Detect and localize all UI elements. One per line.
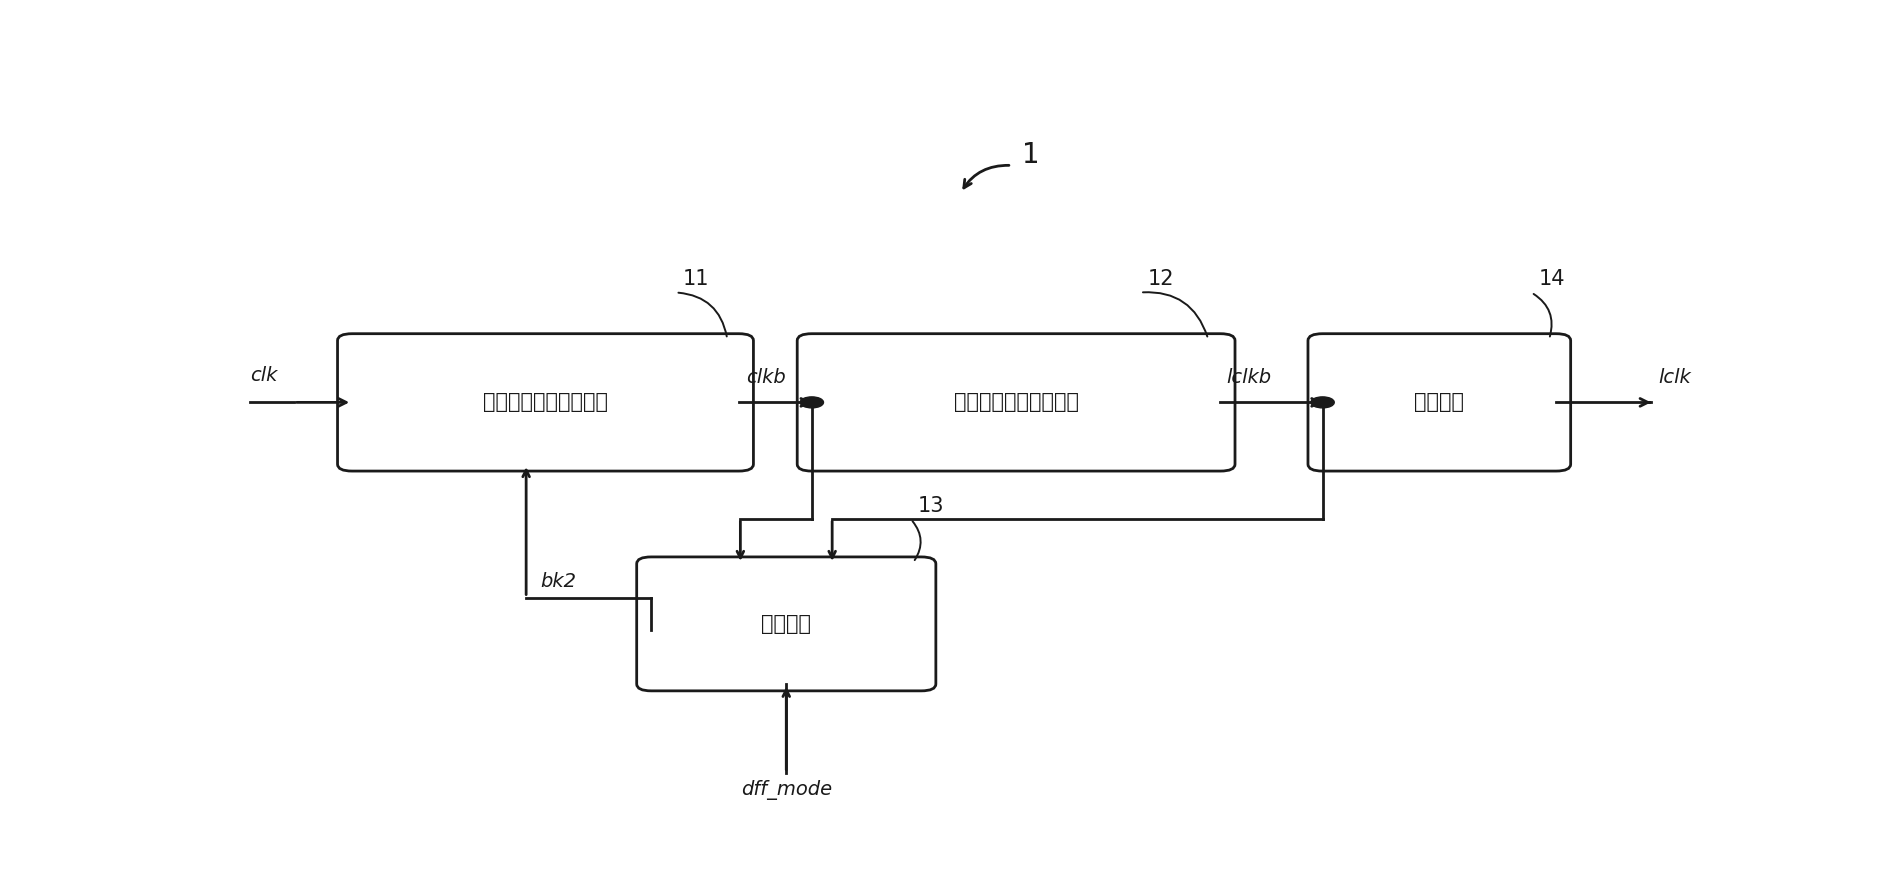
Circle shape — [800, 397, 822, 408]
Circle shape — [1310, 397, 1334, 408]
Text: clkb: clkb — [745, 368, 785, 387]
Text: 1: 1 — [1022, 141, 1039, 169]
FancyBboxPatch shape — [337, 334, 753, 471]
FancyBboxPatch shape — [1308, 334, 1570, 471]
Text: lclk: lclk — [1658, 368, 1690, 387]
Text: clk: clk — [250, 367, 277, 385]
FancyBboxPatch shape — [796, 334, 1235, 471]
Text: 13: 13 — [918, 496, 945, 516]
Text: 第一时钟信号产生模块: 第一时钟信号产生模块 — [482, 392, 608, 412]
Text: 11: 11 — [683, 269, 710, 289]
Text: lclkb: lclkb — [1225, 368, 1270, 387]
Text: dff_mode: dff_mode — [740, 780, 832, 800]
Text: 反馈模块: 反馈模块 — [760, 614, 811, 634]
Text: 12: 12 — [1146, 269, 1172, 289]
Text: 14: 14 — [1538, 269, 1564, 289]
Text: bk2: bk2 — [540, 573, 576, 591]
FancyBboxPatch shape — [636, 557, 935, 690]
Text: 输出模块: 输出模块 — [1413, 392, 1464, 412]
Text: 第二时钟信号产生模块: 第二时钟信号产生模块 — [952, 392, 1078, 412]
